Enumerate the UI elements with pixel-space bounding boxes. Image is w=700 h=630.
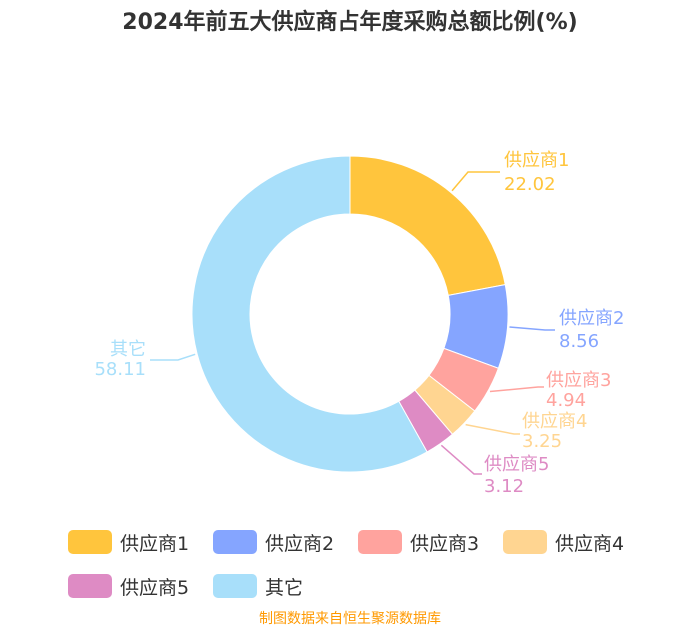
slice-value-4: 3.25 <box>522 431 562 452</box>
legend-item-5[interactable]: 供应商5 <box>68 572 189 600</box>
leader-line-4 <box>465 423 520 435</box>
chart-title: 2024年前五大供应商占年度采购总额比例(%) <box>122 10 578 35</box>
slice-value-6: 58.11 <box>94 359 146 380</box>
legend-swatch-2 <box>213 530 257 554</box>
legend-item-3[interactable]: 供应商3 <box>358 528 479 556</box>
slice-label-3: 供应商3 <box>546 370 611 391</box>
slice-value-5: 3.12 <box>484 476 524 497</box>
legend-label-1: 供应商1 <box>120 532 190 555</box>
leader-line-1 <box>451 171 500 192</box>
slice-value-3: 4.94 <box>546 390 586 411</box>
slice-label-2: 供应商2 <box>559 308 624 329</box>
slice-label-1: 供应商1 <box>504 150 569 171</box>
leader-line-6 <box>150 353 196 361</box>
legend-label-5: 供应商5 <box>120 576 190 599</box>
slice-1[interactable] <box>349 155 506 296</box>
legend-label-2: 供应商2 <box>265 532 335 555</box>
legend-swatch-4 <box>503 530 547 554</box>
legend-label-3: 供应商3 <box>410 532 480 555</box>
legend-swatch-3 <box>358 530 402 554</box>
slice-label-4: 供应商4 <box>522 411 587 432</box>
slice-6[interactable] <box>191 155 428 473</box>
source-note: 制图数据来自恒生聚源数据库 <box>259 611 441 627</box>
legend-label-4: 供应商4 <box>555 532 625 555</box>
legend-item-6[interactable]: 其它 <box>213 572 303 600</box>
legend-swatch-6 <box>213 574 257 598</box>
slice-value-1: 22.02 <box>504 174 556 195</box>
leader-line-2 <box>509 326 555 331</box>
legend-item-1[interactable]: 供应商1 <box>68 528 189 556</box>
leader-line-5 <box>440 444 482 475</box>
legend-item-2[interactable]: 供应商2 <box>213 528 334 556</box>
slice-label-5: 供应商5 <box>484 454 549 475</box>
legend-label-6: 其它 <box>265 576 304 599</box>
legend-swatch-1 <box>68 530 112 554</box>
legend-item-4[interactable]: 供应商4 <box>503 528 624 556</box>
leader-line-3 <box>489 386 544 393</box>
legend-swatch-5 <box>68 574 112 598</box>
slice-value-2: 8.56 <box>559 331 599 352</box>
slice-label-6: 其它 <box>110 339 146 360</box>
